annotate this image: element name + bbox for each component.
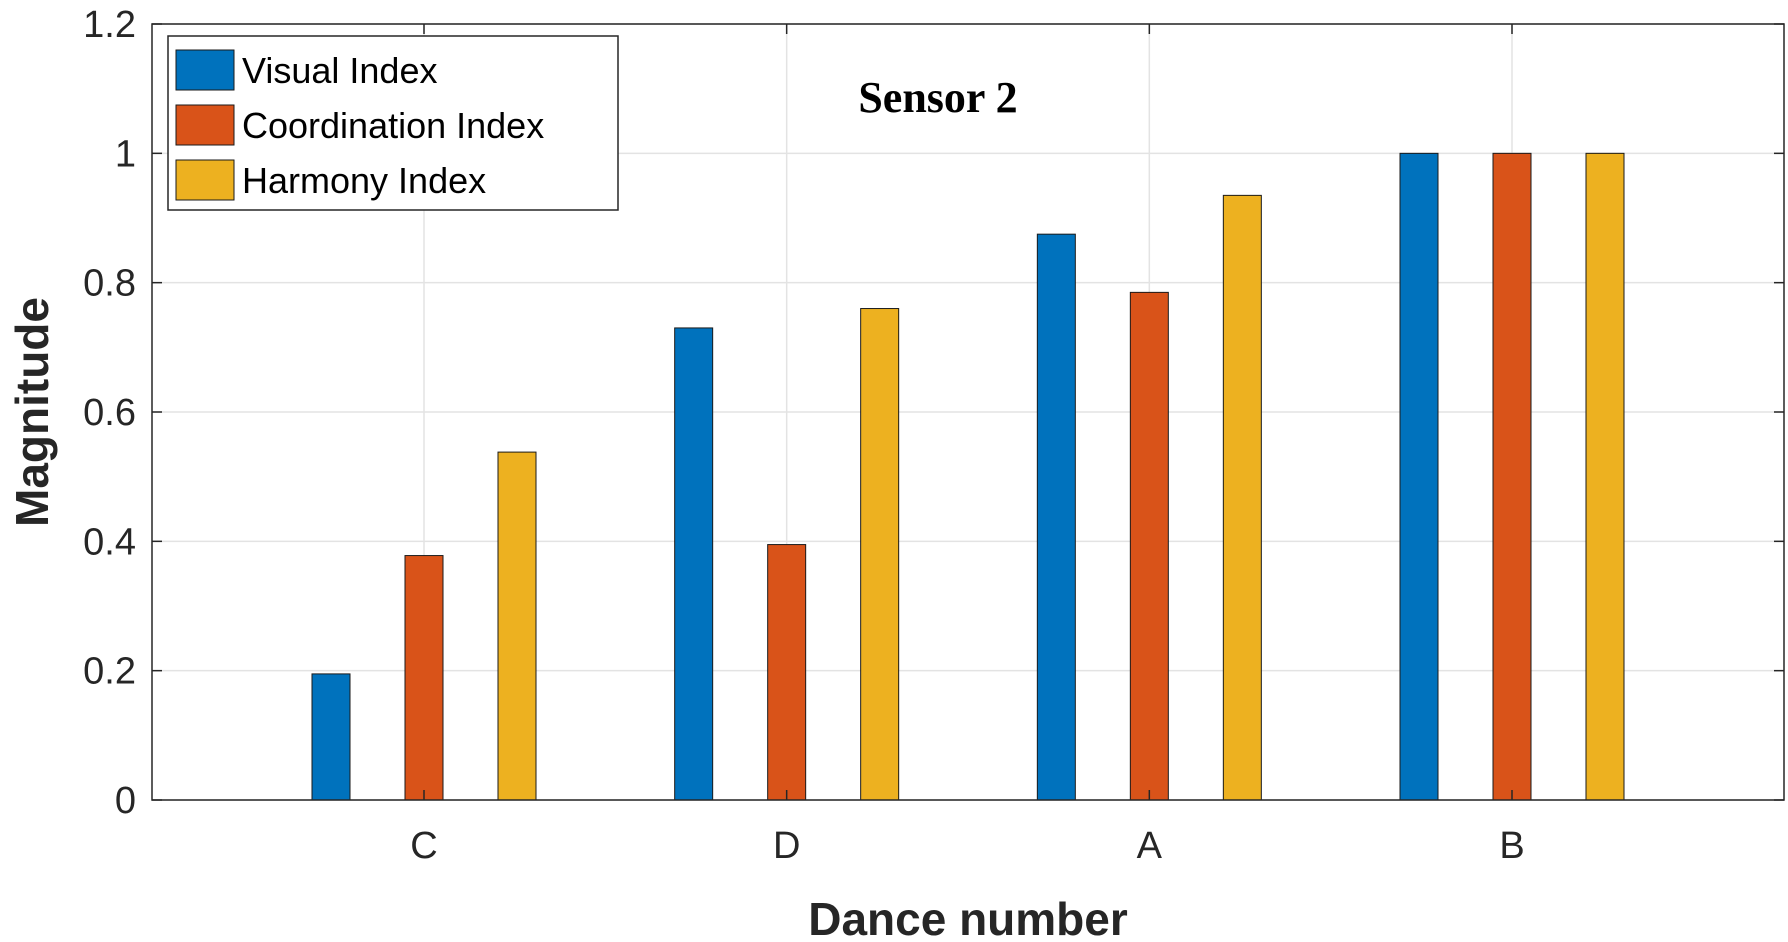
y-tick-label: 0.6 (83, 392, 136, 434)
legend-swatch (175, 104, 235, 146)
bar-visual-index-d (674, 327, 714, 801)
y-tick-label: 0.8 (83, 263, 136, 305)
bar-coordination-index-b (1492, 152, 1532, 801)
legend-box (167, 35, 619, 211)
bar-harmony-index-a (1222, 194, 1262, 801)
chart-title: Sensor 2 (858, 73, 1017, 122)
bar-coordination-index-d (767, 544, 807, 801)
y-axis-ticks: 0 0.2 0.4 0.6 0.8 1 1.2 (83, 4, 1784, 822)
x-tick-label: B (1499, 825, 1524, 867)
bar-harmony-index-b (1585, 152, 1625, 801)
legend-label: Visual Index (242, 50, 437, 91)
bar-harmony-index-c (497, 451, 537, 801)
bar-coordination-index-a (1129, 291, 1169, 801)
bar-visual-index-c (311, 673, 351, 801)
y-tick-label: 0.2 (83, 651, 136, 693)
y-axis-title: Magnitude (6, 297, 58, 527)
legend-label: Coordination Index (242, 105, 544, 146)
x-tick-label: C (410, 825, 437, 867)
legend: Visual Index Coordination Index Harmony In… (167, 35, 619, 211)
bars (311, 152, 1625, 801)
y-tick-label: 0.4 (83, 521, 136, 563)
y-tick-label: 1 (115, 133, 136, 175)
legend-swatch (175, 49, 235, 91)
x-tick-label: D (773, 825, 800, 867)
bar-visual-index-b (1399, 152, 1439, 801)
bar-harmony-index-d (860, 308, 900, 801)
y-tick-label: 0 (115, 780, 136, 822)
x-axis-title: Dance number (808, 893, 1128, 942)
legend-swatch (175, 159, 235, 201)
x-tick-label: A (1137, 825, 1163, 867)
y-tick-label: 1.2 (83, 4, 136, 46)
legend-label: Harmony Index (242, 160, 486, 201)
bar-coordination-index-c (404, 555, 444, 801)
bar-visual-index-a (1036, 233, 1076, 801)
